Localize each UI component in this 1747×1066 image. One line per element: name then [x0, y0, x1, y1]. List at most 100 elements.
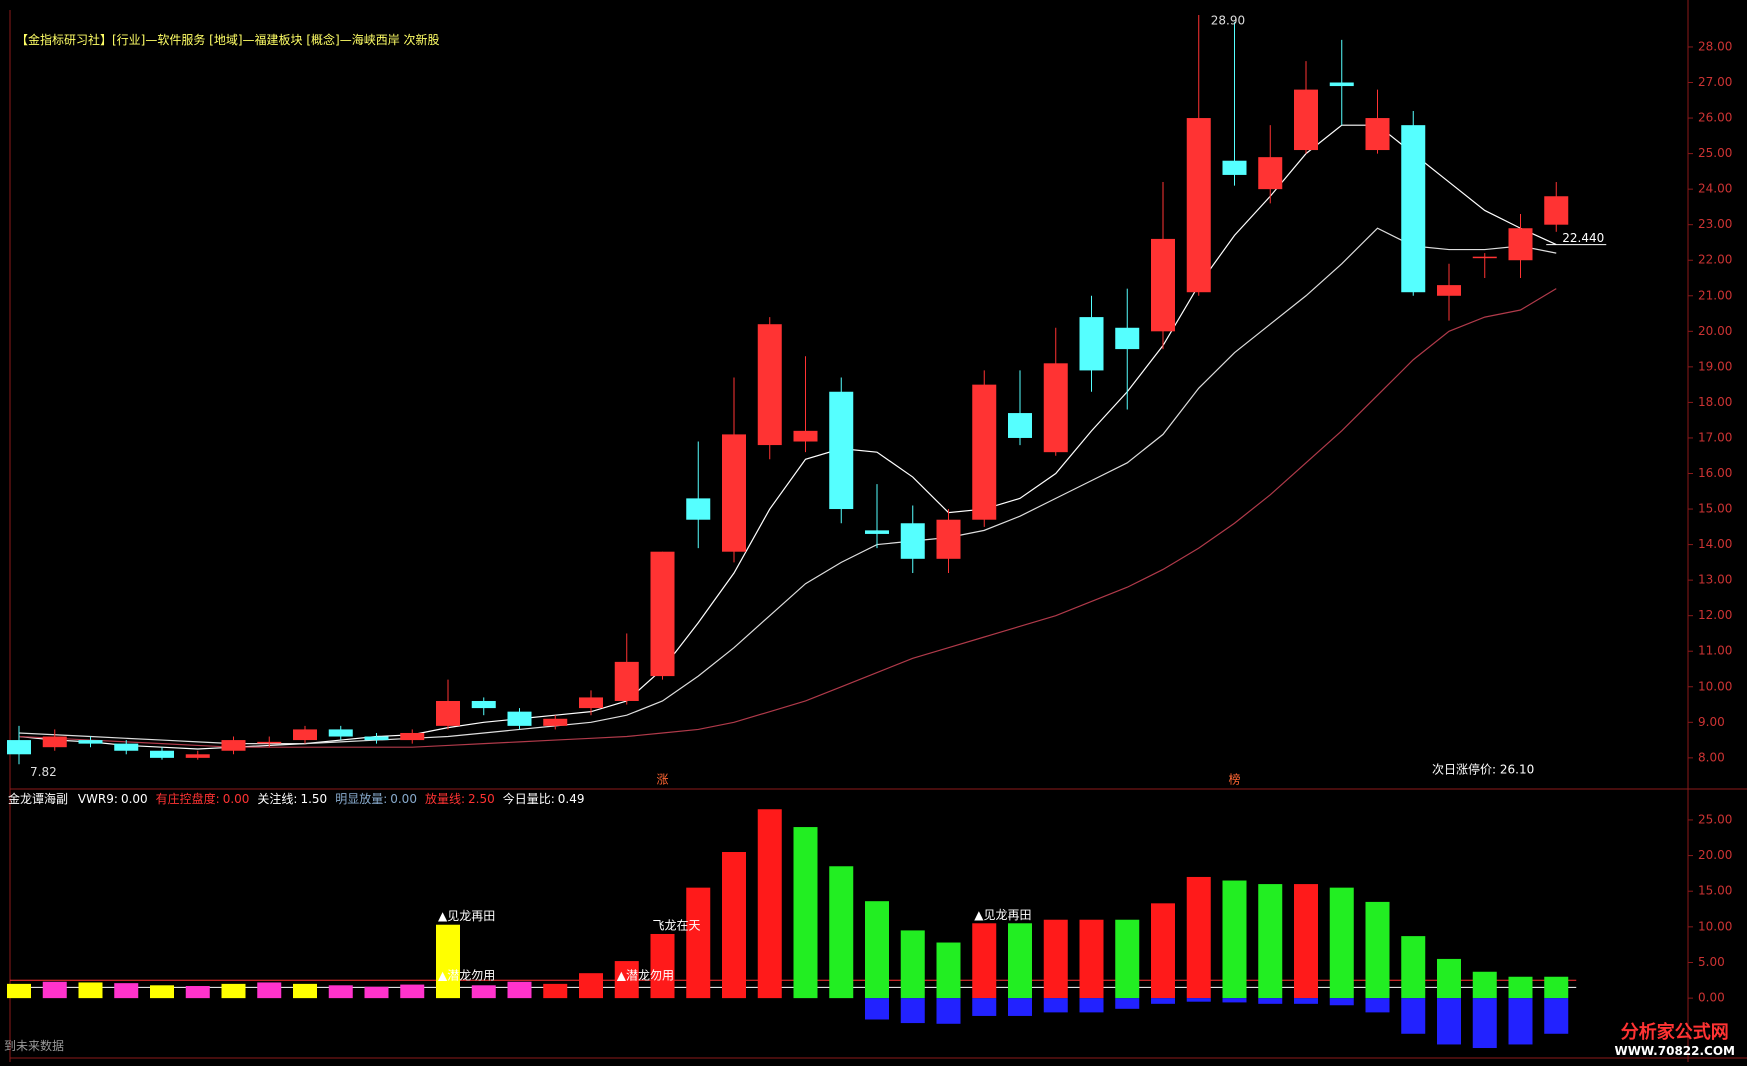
candle-body: [1544, 196, 1569, 225]
bar: [1508, 998, 1533, 1045]
bar: [400, 984, 425, 999]
y-tick-label: 25.00: [1698, 812, 1732, 826]
y-tick-label: 22.00: [1698, 253, 1732, 267]
y-tick-label: 18.00: [1698, 395, 1732, 409]
signal-label: ▲见龙再田: [974, 908, 1031, 922]
bar: [1401, 998, 1426, 1034]
bar: [1401, 936, 1426, 999]
y-tick-label: 23.00: [1698, 217, 1732, 231]
bar: [471, 985, 496, 999]
bar: [865, 998, 889, 1020]
candle-body: [293, 729, 317, 741]
indicator-value: 2.50: [468, 792, 495, 806]
bar: [42, 981, 67, 999]
indicator-bar: 金龙谭海副 VWR9: 0.00 有庄控盘度: 0.00 关注线: 1.50 明显放量: 0.…: [8, 790, 592, 807]
bar: [865, 901, 889, 999]
candle-body: [257, 741, 282, 744]
y-tick-label: 15.00: [1698, 502, 1732, 516]
indicator-value: 1.50: [300, 792, 328, 806]
bar: [1079, 919, 1104, 999]
signal-label: ▲潜龙勿用: [438, 969, 495, 983]
candle-body: [150, 750, 174, 758]
bar: [936, 942, 961, 999]
indicator-name: 放量线:: [424, 792, 465, 806]
candle-body: [1329, 82, 1354, 87]
candle-body: [865, 530, 889, 534]
candle-body: [1008, 413, 1032, 438]
candle-body: [1079, 317, 1104, 371]
indicator-value: 0.49: [557, 792, 585, 806]
indicator-name: 有庄控盘度:: [155, 792, 220, 806]
indicator-name: VWR9:: [77, 792, 118, 806]
candle-body: [972, 384, 997, 520]
bar: [1365, 901, 1390, 999]
candle-body: [1258, 157, 1283, 190]
y-tick-label: 10.00: [1698, 679, 1732, 693]
bar: [1008, 998, 1032, 1016]
bar: [1544, 976, 1569, 999]
bar: [1437, 998, 1461, 1045]
y-tick-label: 11.00: [1698, 644, 1732, 658]
bar: [1258, 884, 1283, 999]
bar: [1043, 998, 1068, 1013]
indicator-value: 0.00: [222, 792, 250, 806]
bar: [1115, 998, 1140, 1009]
y-tick-label: 20.00: [1698, 848, 1732, 862]
y-tick-label: 12.00: [1698, 608, 1732, 622]
y-tick-label: 8.00: [1698, 750, 1725, 764]
candle-body: [793, 430, 818, 442]
candle-body: [42, 736, 67, 748]
bar: [1186, 998, 1211, 1002]
bar: [900, 998, 925, 1024]
candle-body: [78, 740, 103, 744]
bar: [543, 983, 568, 999]
bar: [328, 985, 353, 999]
y-tick-label: 26.00: [1698, 111, 1732, 125]
y-tick-label: 9.00: [1698, 715, 1725, 729]
candle-body: [400, 732, 425, 741]
signal-label: ▲见龙再田: [438, 909, 495, 923]
bar: [972, 998, 997, 1016]
high-label: 28.90: [1211, 13, 1245, 27]
candle-body: [1151, 238, 1175, 332]
candle-body: [722, 434, 746, 552]
bar: [936, 998, 961, 1024]
y-tick-label: 15.00: [1698, 884, 1732, 898]
bar: [793, 827, 818, 999]
candle-body: [328, 729, 353, 737]
candle-body: [364, 736, 389, 741]
bar: [757, 809, 782, 999]
bar: [614, 961, 639, 999]
y-tick-label: 13.00: [1698, 573, 1732, 587]
bar: [1151, 903, 1175, 999]
candle-body: [757, 324, 782, 446]
bar: [1544, 998, 1569, 1034]
candle-body: [650, 551, 675, 677]
candle-body: [1437, 285, 1461, 296]
candle-body: [7, 740, 31, 755]
bar: [1294, 884, 1318, 999]
y-tick-label: 10.00: [1698, 919, 1732, 933]
bar: [1294, 998, 1318, 1004]
candle-body: [614, 661, 639, 701]
bar: [1043, 919, 1068, 999]
candle-body: [686, 498, 711, 520]
candle-body: [221, 740, 246, 751]
candle-body: [579, 697, 603, 709]
candle-body: [1472, 256, 1497, 259]
y-tick-label: 24.00: [1698, 182, 1732, 196]
y-tick-label: 17.00: [1698, 430, 1732, 444]
bar: [1329, 998, 1354, 1006]
bar: [1437, 958, 1461, 999]
bar: [686, 887, 711, 999]
candle-body: [507, 711, 532, 726]
logo-name: 分析家公式网: [1620, 1022, 1729, 1043]
candle-body: [185, 754, 210, 758]
indicator-title: 金龙谭海副: [8, 792, 69, 806]
y-tick-label: 0.00: [1698, 991, 1725, 1005]
bar: [78, 982, 103, 999]
candle-body: [1508, 228, 1533, 261]
bar: [1329, 887, 1354, 999]
logo: 分析家公式网 WWW.70822.COM: [1614, 1018, 1735, 1058]
